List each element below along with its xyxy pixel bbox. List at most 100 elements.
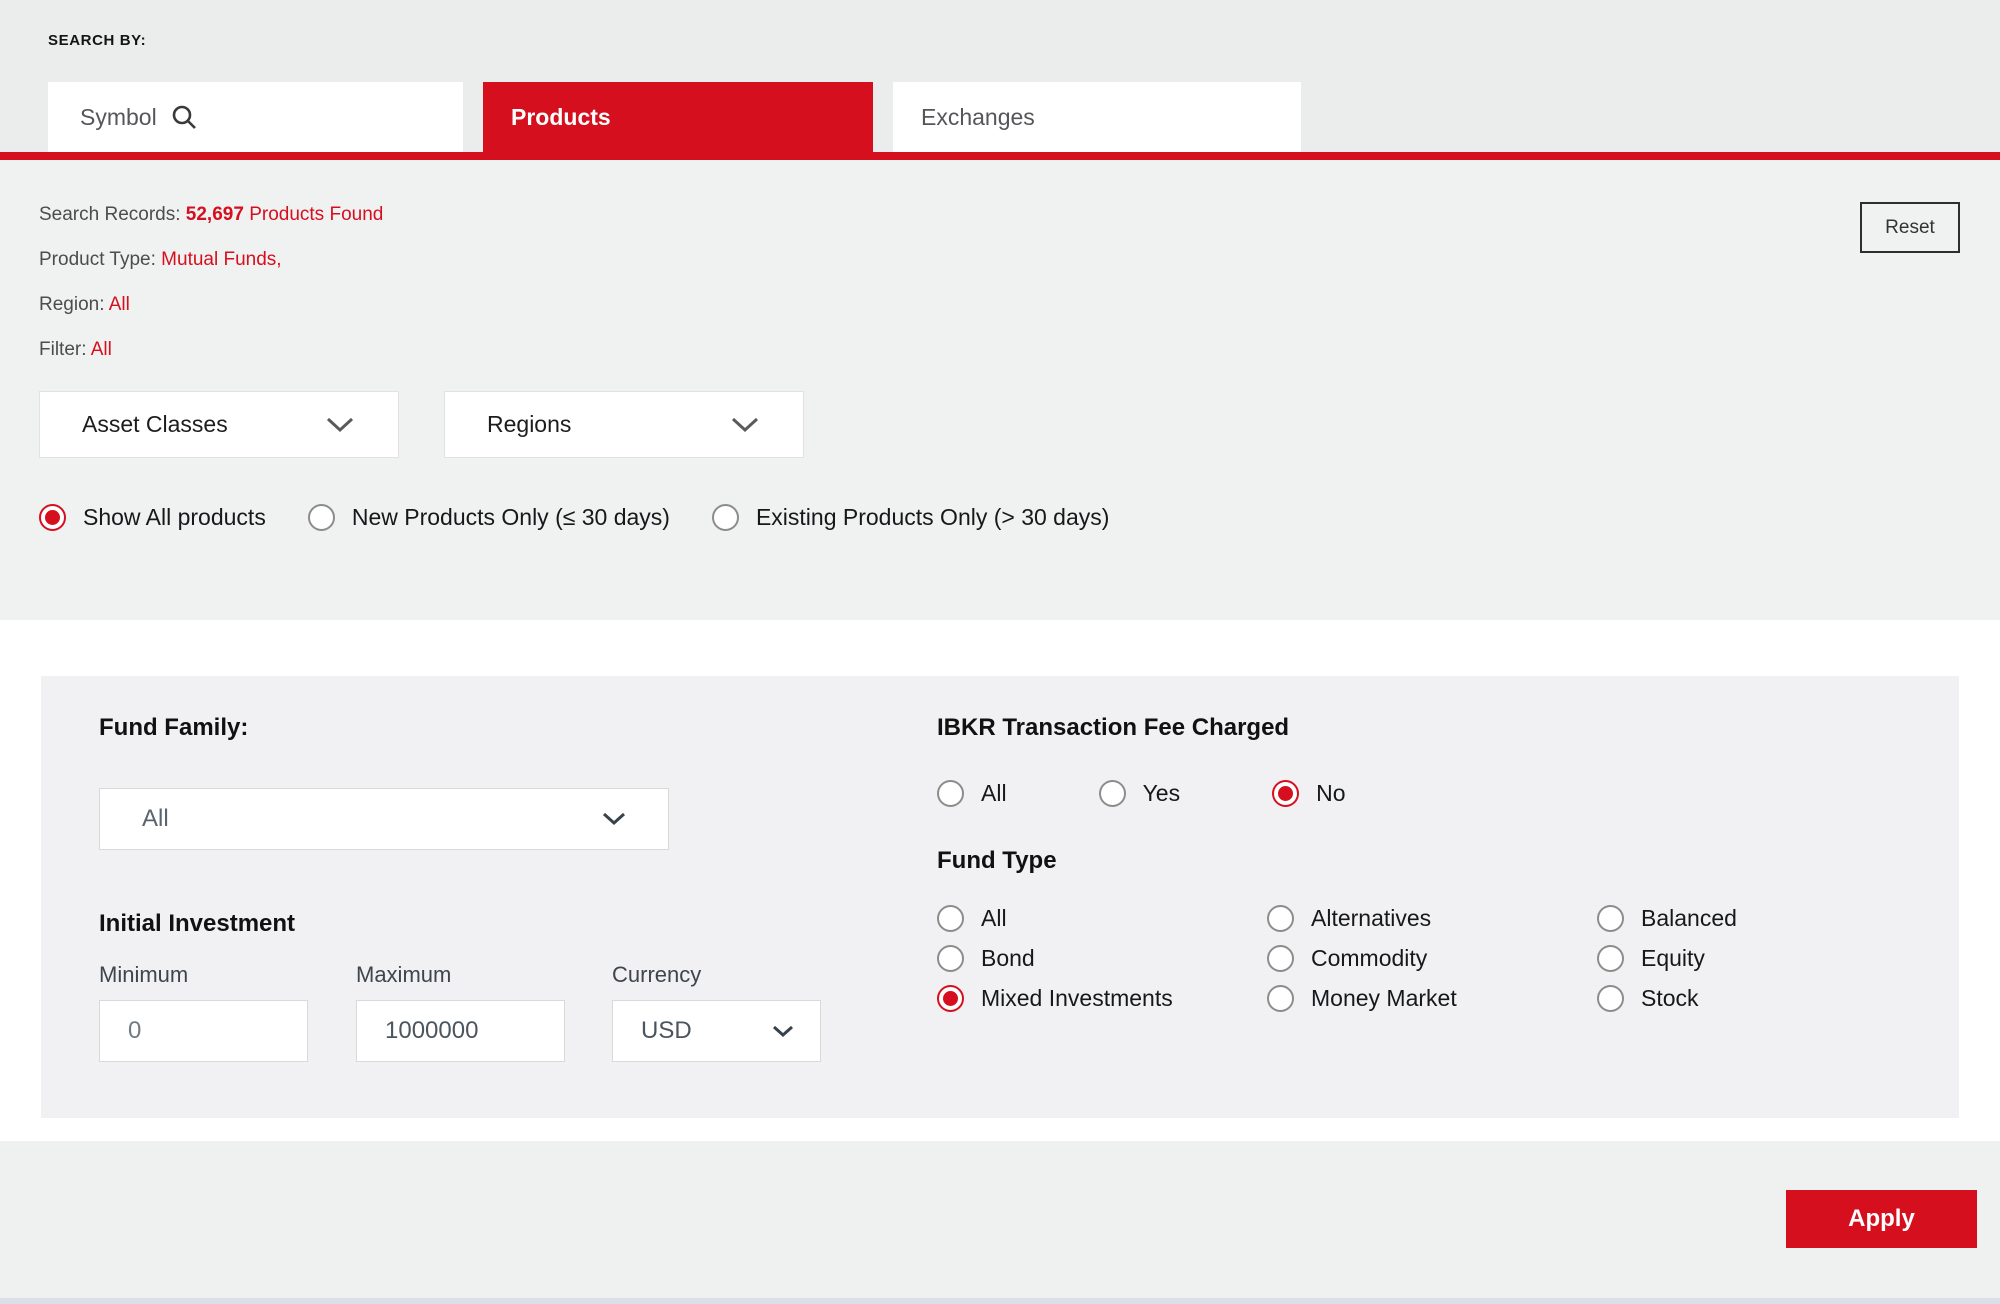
radio-button-icon bbox=[1098, 780, 1126, 807]
product-age-radio-group: Show All products New Products Only (≤ 3… bbox=[39, 504, 1960, 531]
radio-fund-type-equity[interactable]: Equity bbox=[1597, 945, 1919, 972]
filter-line: Filter: All bbox=[39, 339, 1960, 361]
advanced-filters-wrap: Fund Family: All Initial Investment Mini… bbox=[0, 620, 2000, 1141]
product-type-value: Mutual Funds, bbox=[161, 249, 282, 270]
search-records-label: Search Records: bbox=[39, 204, 181, 225]
fund-family-heading: Fund Family: bbox=[99, 714, 249, 741]
radio-label: No bbox=[1316, 780, 1346, 806]
radio-button-icon bbox=[1267, 985, 1294, 1012]
tab-exchanges[interactable]: Exchanges bbox=[893, 82, 1301, 152]
search-records-count: 52,697 bbox=[185, 204, 244, 225]
fund-type-radio-group: All Alternatives Balanced Bond Commodity bbox=[937, 905, 1919, 1012]
currency-select[interactable]: USD bbox=[612, 1000, 821, 1062]
radio-button-icon bbox=[1597, 905, 1624, 932]
radio-fund-type-bond[interactable]: Bond bbox=[937, 945, 1267, 972]
chevron-down-icon bbox=[602, 812, 626, 826]
radio-fund-type-mixed-investments[interactable]: Mixed Investments bbox=[937, 985, 1267, 1012]
radio-fund-type-money-market[interactable]: Money Market bbox=[1267, 985, 1597, 1012]
radio-button-icon bbox=[1597, 945, 1624, 972]
initial-investment-heading: Initial Investment bbox=[99, 910, 296, 937]
radio-button-icon bbox=[937, 945, 964, 972]
fee-heading: IBKR Transaction Fee Charged bbox=[937, 714, 1290, 741]
fund-type-heading: Fund Type bbox=[937, 847, 1057, 874]
radio-label: Money Market bbox=[1311, 985, 1457, 1011]
radio-label: Bond bbox=[981, 945, 1035, 971]
asset-classes-dropdown[interactable]: Asset Classes bbox=[39, 391, 399, 458]
radio-fee-yes[interactable]: Yes bbox=[1098, 780, 1181, 807]
radio-new-products-only[interactable]: New Products Only (≤ 30 days) bbox=[307, 504, 670, 531]
radio-button-icon bbox=[1597, 985, 1624, 1012]
radio-button-icon bbox=[937, 905, 964, 932]
initial-investment-inputs: USD bbox=[99, 1000, 879, 1062]
radio-button-icon bbox=[1272, 780, 1300, 807]
radio-fund-type-commodity[interactable]: Commodity bbox=[1267, 945, 1597, 972]
footer: Apply bbox=[0, 1141, 2000, 1304]
radio-label: Existing Products Only (> 30 days) bbox=[755, 504, 1110, 530]
apply-button[interactable]: Apply bbox=[1786, 1190, 1977, 1248]
radio-label: Mixed Investments bbox=[981, 985, 1173, 1011]
asset-classes-dropdown-label: Asset Classes bbox=[82, 411, 228, 437]
radio-label: Commodity bbox=[1311, 945, 1428, 971]
reset-button[interactable]: Reset bbox=[1860, 202, 1960, 253]
advanced-filters-panel: Fund Family: All Initial Investment Mini… bbox=[41, 676, 1959, 1118]
chevron-down-icon bbox=[772, 1025, 794, 1038]
radio-button-icon bbox=[307, 504, 335, 531]
radio-button-icon bbox=[1267, 945, 1294, 972]
product-type-line: Product Type: Mutual Funds, bbox=[39, 249, 1960, 271]
minimum-input[interactable] bbox=[99, 1000, 308, 1062]
chevron-down-icon bbox=[731, 417, 759, 433]
panel-left-column: Fund Family: All Initial Investment Mini… bbox=[99, 714, 879, 1118]
currency-value: USD bbox=[641, 1017, 692, 1044]
radio-fund-type-alternatives[interactable]: Alternatives bbox=[1267, 905, 1597, 932]
product-type-label: Product Type: bbox=[39, 249, 156, 270]
radio-button-icon bbox=[39, 504, 66, 531]
radio-fund-type-all[interactable]: All bbox=[937, 905, 1267, 932]
radio-button-icon bbox=[1267, 905, 1294, 932]
filter-label: Filter: bbox=[39, 339, 87, 360]
filter-value: All bbox=[90, 339, 112, 360]
radio-label: Equity bbox=[1641, 945, 1705, 971]
region-value: All bbox=[108, 294, 130, 315]
panel-right-column: IBKR Transaction Fee Charged All Yes No … bbox=[879, 714, 1919, 1118]
radio-label: All bbox=[981, 780, 1007, 806]
regions-dropdown[interactable]: Regions bbox=[444, 391, 804, 458]
radio-fund-type-stock[interactable]: Stock bbox=[1597, 985, 1919, 1012]
tab-products-label: Products bbox=[511, 103, 611, 130]
radio-label: New Products Only (≤ 30 days) bbox=[351, 504, 670, 530]
tab-symbol[interactable]: Symbol bbox=[48, 82, 463, 152]
radio-fee-no[interactable]: No bbox=[1272, 780, 1346, 807]
radio-button-icon bbox=[711, 504, 739, 531]
search-by-label: SEARCH BY: bbox=[48, 32, 147, 49]
header-accent-line bbox=[0, 152, 2000, 160]
region-line: Region: All bbox=[39, 294, 1960, 316]
maximum-label: Maximum bbox=[356, 962, 452, 987]
radio-fee-all[interactable]: All bbox=[937, 780, 1007, 807]
radio-button-icon bbox=[937, 985, 964, 1012]
radio-label: Balanced bbox=[1641, 905, 1737, 931]
tab-products[interactable]: Products bbox=[483, 82, 873, 152]
radio-label: Yes bbox=[1142, 780, 1181, 806]
tab-exchanges-label: Exchanges bbox=[921, 103, 1035, 130]
radio-label: Alternatives bbox=[1311, 905, 1432, 931]
fee-radio-group: All Yes No bbox=[937, 780, 1919, 807]
dropdown-row: Asset Classes Regions bbox=[39, 391, 1960, 458]
header: SEARCH BY: Symbol Products Exchanges bbox=[0, 0, 2000, 152]
radio-label: All bbox=[981, 905, 1007, 931]
fund-family-select[interactable]: All bbox=[99, 788, 669, 850]
bottom-strip bbox=[0, 1298, 2000, 1304]
radio-button-icon bbox=[937, 780, 964, 807]
minimum-label: Minimum bbox=[99, 962, 189, 987]
search-records-line: Search Records: 52,697 Products Found bbox=[39, 204, 1960, 226]
radio-fund-type-balanced[interactable]: Balanced bbox=[1597, 905, 1919, 932]
search-tabs: Symbol Products Exchanges bbox=[48, 82, 1301, 152]
initial-investment-labels: Minimum Maximum Currency bbox=[99, 962, 879, 988]
radio-show-all-products[interactable]: Show All products bbox=[39, 504, 266, 531]
radio-label: Stock bbox=[1641, 985, 1699, 1011]
region-label: Region: bbox=[39, 294, 105, 315]
maximum-input[interactable] bbox=[356, 1000, 565, 1062]
regions-dropdown-label: Regions bbox=[487, 411, 572, 437]
currency-label: Currency bbox=[612, 962, 702, 987]
chevron-down-icon bbox=[326, 417, 354, 433]
search-icon bbox=[171, 104, 197, 130]
radio-existing-products-only[interactable]: Existing Products Only (> 30 days) bbox=[711, 504, 1110, 531]
